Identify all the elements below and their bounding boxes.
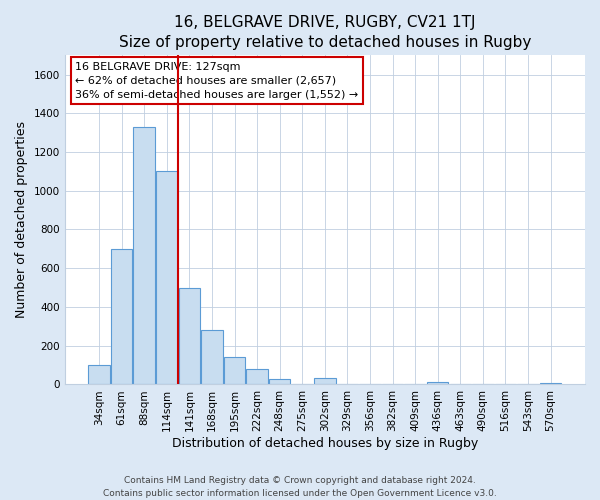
Bar: [133, 127, 155, 384]
Bar: [201, 330, 223, 384]
Y-axis label: Number of detached properties: Number of detached properties: [15, 122, 28, 318]
Bar: [88, 365, 110, 384]
Bar: [156, 172, 178, 384]
Bar: [247, 369, 268, 384]
Text: 16 BELGRAVE DRIVE: 127sqm
← 62% of detached houses are smaller (2,657)
36% of se: 16 BELGRAVE DRIVE: 127sqm ← 62% of detac…: [75, 62, 358, 100]
Bar: [111, 249, 133, 384]
Bar: [269, 378, 290, 384]
Text: Contains HM Land Registry data © Crown copyright and database right 2024.
Contai: Contains HM Land Registry data © Crown c…: [103, 476, 497, 498]
Bar: [314, 378, 335, 384]
Bar: [224, 358, 245, 384]
Bar: [427, 382, 448, 384]
Bar: [179, 288, 200, 384]
X-axis label: Distribution of detached houses by size in Rugby: Distribution of detached houses by size …: [172, 437, 478, 450]
Title: 16, BELGRAVE DRIVE, RUGBY, CV21 1TJ
Size of property relative to detached houses: 16, BELGRAVE DRIVE, RUGBY, CV21 1TJ Size…: [119, 15, 531, 50]
